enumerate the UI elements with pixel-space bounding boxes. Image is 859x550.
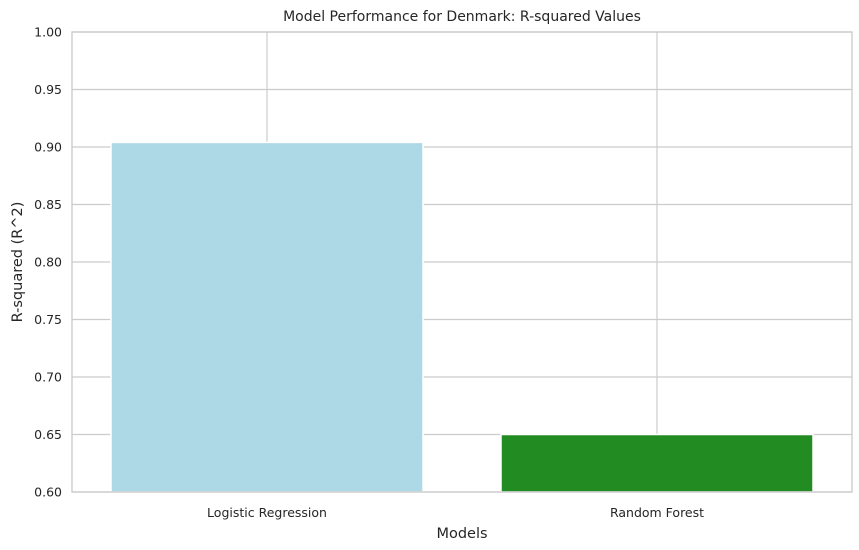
x-axis-ticks: Logistic Regression Random Forest bbox=[207, 505, 704, 520]
bars bbox=[110, 141, 814, 493]
x-axis-label: Models bbox=[436, 526, 487, 542]
y-axis-label: R-squared (R^2) bbox=[10, 202, 26, 323]
bar-random-forest bbox=[500, 433, 814, 493]
y-tick-label: 0.70 bbox=[34, 370, 62, 385]
bar-logistic-regression bbox=[110, 141, 424, 493]
y-tick-label: 0.90 bbox=[34, 140, 62, 155]
y-tick-label: 0.60 bbox=[34, 485, 62, 500]
x-tick-label: Random Forest bbox=[610, 505, 704, 520]
y-tick-label: 0.65 bbox=[34, 427, 62, 442]
y-tick-label: 0.95 bbox=[34, 82, 62, 97]
y-tick-label: 0.80 bbox=[34, 255, 62, 270]
x-tick-label: Logistic Regression bbox=[207, 505, 327, 520]
chart-title: Model Performance for Denmark: R-squared… bbox=[283, 9, 641, 25]
y-tick-label: 0.75 bbox=[34, 312, 62, 327]
y-tick-label: 1.00 bbox=[34, 25, 62, 40]
y-tick-label: 0.85 bbox=[34, 197, 62, 212]
y-axis-ticks: 0.60 0.65 0.70 0.75 0.80 0.85 0.90 0.95 1.00 bbox=[34, 25, 62, 500]
plot-frame bbox=[71, 31, 853, 493]
